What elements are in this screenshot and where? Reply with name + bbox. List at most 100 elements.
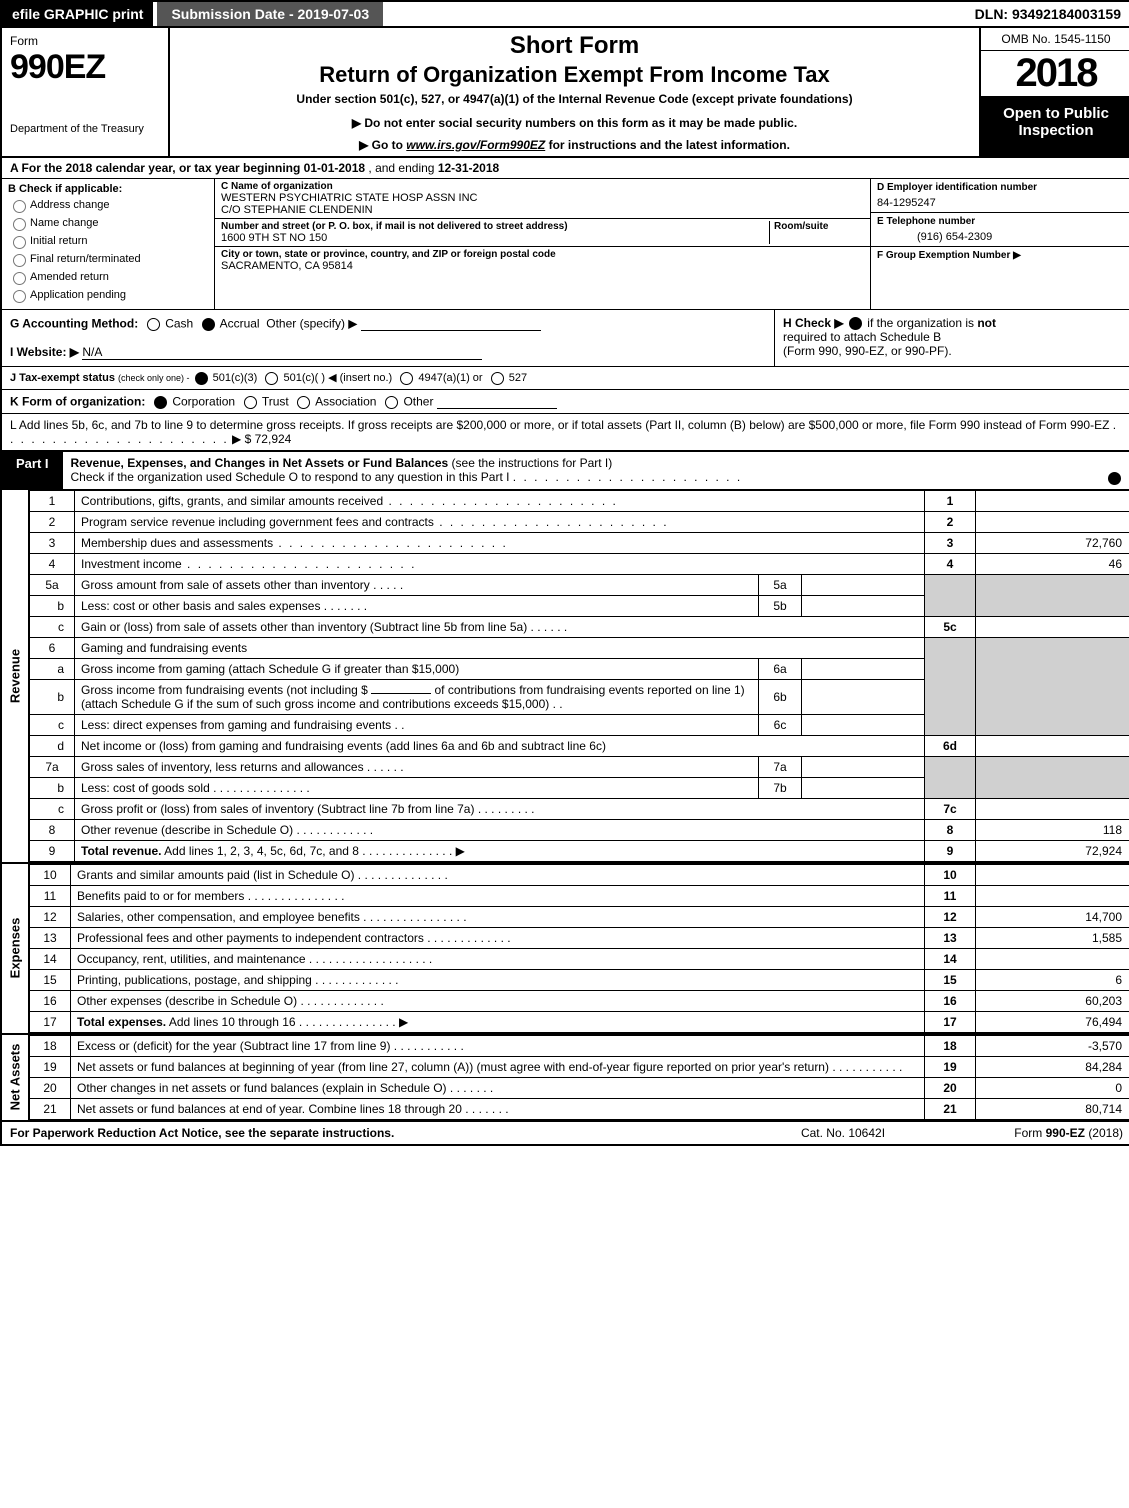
- l6c-desc-text: Less: direct expenses from gaming and fu…: [81, 718, 391, 732]
- line-10: 10 Grants and similar amounts paid (list…: [30, 864, 1129, 885]
- k-other: Other: [403, 394, 433, 408]
- g-label: G Accounting Method:: [10, 317, 138, 331]
- j-527: 527: [509, 372, 527, 384]
- j-4947-radio[interactable]: [400, 372, 413, 385]
- l10-rn: 10: [925, 864, 976, 885]
- g-other-field[interactable]: [361, 316, 541, 331]
- l6c-in: 6c: [759, 714, 802, 735]
- row-l-gross-receipts: L Add lines 5b, 6c, and 7b to line 9 to …: [2, 414, 1129, 452]
- chk-application-pending[interactable]: Application pending: [8, 287, 208, 303]
- l19-num: 19: [30, 1056, 71, 1077]
- k-corp-radio[interactable]: [154, 396, 167, 409]
- header-left: Form 990EZ Department of the Treasury: [2, 28, 170, 156]
- omb-number: OMB No. 1545-1150: [981, 28, 1129, 51]
- j-501c-radio[interactable]: [265, 372, 278, 385]
- l5a-desc-text: Gross amount from sale of assets other t…: [81, 578, 370, 592]
- l16-num: 16: [30, 990, 71, 1011]
- l7b-in: 7b: [759, 777, 802, 798]
- l18-desc: Excess or (deficit) for the year (Subtra…: [71, 1035, 925, 1056]
- line-20: 20 Other changes in net assets or fund b…: [30, 1077, 1129, 1098]
- subtitle-goto: ▶ Go to www.irs.gov/Form990EZ for instru…: [178, 138, 971, 152]
- j-label: J Tax-exempt status: [10, 372, 115, 384]
- row-a-begin: 01-01-2018: [304, 161, 365, 175]
- l4-val: 46: [976, 553, 1129, 574]
- row-j-tax-exempt: J Tax-exempt status (check only one) - 5…: [2, 367, 1129, 390]
- l20-rn: 20: [925, 1077, 976, 1098]
- l10-val: [976, 864, 1129, 885]
- d-ein-label: D Employer identification number: [877, 182, 1125, 193]
- l4-rn: 4: [925, 553, 976, 574]
- k-trust-radio[interactable]: [244, 396, 257, 409]
- efile-print-label[interactable]: efile GRAPHIC print: [2, 2, 153, 26]
- header-right: OMB No. 1545-1150 2018 Open to Public In…: [979, 28, 1129, 156]
- l7-shade-val: [976, 756, 1129, 798]
- l17-num: 17: [30, 1011, 71, 1032]
- tax-year: 2018: [981, 51, 1129, 97]
- part1-check-radio[interactable]: [1108, 472, 1121, 485]
- chk-final-return[interactable]: Final return/terminated: [8, 251, 208, 267]
- l6-shade-val: [976, 637, 1129, 735]
- d-ein-row: D Employer identification number 84-1295…: [871, 179, 1129, 213]
- l2-rn: 2: [925, 511, 976, 532]
- l7b-num: b: [30, 777, 75, 798]
- chk-application-pending-input[interactable]: [13, 290, 26, 303]
- l2-num: 2: [30, 511, 75, 532]
- l4-num: 4: [30, 553, 75, 574]
- line-19: 19 Net assets or fund balances at beginn…: [30, 1056, 1129, 1077]
- j-527-radio[interactable]: [491, 372, 504, 385]
- g-cash-label: Cash: [165, 317, 193, 331]
- h-label: H Check ▶: [783, 316, 844, 330]
- revenue-table: 1 Contributions, gifts, grants, and simi…: [29, 490, 1129, 862]
- k-corp: Corporation: [172, 394, 235, 408]
- k-assoc-radio[interactable]: [297, 396, 310, 409]
- chk-name-change[interactable]: Name change: [8, 215, 208, 231]
- chk-amended-return-input[interactable]: [13, 272, 26, 285]
- l8-num: 8: [30, 819, 75, 840]
- c-city-row: City or town, state or province, country…: [215, 247, 870, 274]
- title-return: Return of Organization Exempt From Incom…: [178, 62, 971, 88]
- g-cash-radio[interactable]: [147, 318, 160, 331]
- chk-initial-return[interactable]: Initial return: [8, 233, 208, 249]
- dln-label: DLN: 93492184003159: [965, 2, 1129, 26]
- subtitle-ssn-warning: ▶ Do not enter social security numbers o…: [178, 116, 971, 130]
- l5a-in: 5a: [759, 574, 802, 595]
- l6b-desc: Gross income from fundraising events (no…: [75, 679, 759, 714]
- c-street-val: 1600 9TH ST NO 150: [221, 232, 769, 244]
- l21-rn: 21: [925, 1098, 976, 1119]
- chk-amended-return[interactable]: Amended return: [8, 269, 208, 285]
- h-check-radio[interactable]: [849, 317, 862, 330]
- l6b-num: b: [30, 679, 75, 714]
- l3-desc-text: Membership dues and assessments: [81, 536, 273, 550]
- g-accrual-radio[interactable]: [202, 318, 215, 331]
- line-4: 4 Investment income 4 46: [30, 553, 1129, 574]
- form-container: efile GRAPHIC print Submission Date - 20…: [0, 0, 1129, 1146]
- part1-header: Part I Revenue, Expenses, and Changes in…: [2, 452, 1129, 490]
- l6-num: 6: [30, 637, 75, 658]
- l8-desc: Other revenue (describe in Schedule O) .…: [75, 819, 925, 840]
- l17-val: 76,494: [976, 1011, 1129, 1032]
- chk-initial-return-input[interactable]: [13, 236, 26, 249]
- k-other-radio[interactable]: [385, 396, 398, 409]
- form-word: Form: [10, 34, 160, 48]
- line-13: 13 Professional fees and other payments …: [30, 927, 1129, 948]
- chk-address-change[interactable]: Address change: [8, 197, 208, 213]
- l17-rn: 17: [925, 1011, 976, 1032]
- irs-link[interactable]: www.irs.gov/Form990EZ: [406, 138, 545, 152]
- l11-rn: 11: [925, 885, 976, 906]
- l6b-blank[interactable]: [371, 693, 431, 694]
- l4-desc-text: Investment income: [81, 557, 182, 571]
- l18-desc-text: Excess or (deficit) for the year (Subtra…: [77, 1039, 390, 1053]
- l17-arrow: ▶: [399, 1015, 408, 1029]
- chk-name-change-input[interactable]: [13, 218, 26, 231]
- i-website-val: N/A: [82, 345, 482, 360]
- l11-val: [976, 885, 1129, 906]
- j-501c3-radio[interactable]: [195, 372, 208, 385]
- l6d-desc: Net income or (loss) from gaming and fun…: [75, 735, 925, 756]
- line-7c: c Gross profit or (loss) from sales of i…: [30, 798, 1129, 819]
- chk-final-return-input[interactable]: [13, 254, 26, 267]
- c-city-label: City or town, state or province, country…: [221, 249, 864, 260]
- l13-rn: 13: [925, 927, 976, 948]
- k-other-field[interactable]: [437, 394, 557, 409]
- chk-address-change-input[interactable]: [13, 200, 26, 213]
- l5ab-shade: [925, 574, 976, 616]
